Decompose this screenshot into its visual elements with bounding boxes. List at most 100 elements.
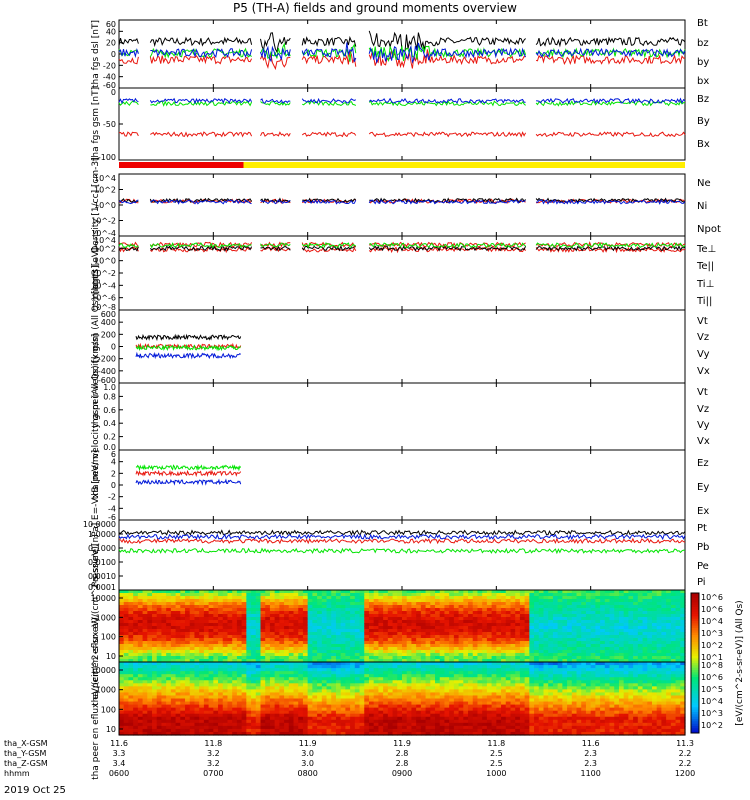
heatmap-cell [543,608,549,612]
heatmap-cell [298,728,304,733]
heatmap-cell [534,650,540,654]
heatmap-cell [472,704,479,709]
heatmap-cell [251,695,257,700]
heatmap-cell [213,632,219,636]
heatmap-cell [321,602,328,606]
heatmap-cell [666,650,672,654]
heatmap-cell [680,620,686,624]
heatmap-cell [411,683,417,687]
heatmap-cell [501,593,507,597]
heatmap-cell [416,710,422,715]
heatmap-cell [557,650,563,654]
heatmap-cell [585,605,592,609]
heatmap-cell [661,620,667,624]
heatmap-cell [218,698,224,703]
y-tick-label: 0 [111,343,116,352]
heatmap-cell [642,656,648,660]
heatmap-cell [637,644,644,648]
heatmap-cell [128,689,134,694]
heatmap-cell [383,719,389,724]
y-tick-label: 0.4 [103,419,116,428]
heatmap-cell [288,674,295,678]
heatmap-cell [505,632,512,636]
heatmap-cell [293,731,299,736]
heatmap-cell [119,647,125,651]
heatmap-cell [477,635,483,639]
heatmap-cell [510,659,516,663]
heatmap-cell [567,596,573,600]
heatmap-cell [548,617,554,621]
heatmap-cell [350,644,356,648]
heatmap-cell [128,668,134,672]
heatmap-cell [368,659,375,663]
heatmap-cell [142,611,148,615]
heatmap-cell [402,671,408,675]
heatmap-cell [218,638,224,642]
heatmap-cell [326,632,332,636]
heatmap-cell [142,686,148,690]
heatmap-cell [156,704,163,709]
heatmap-cell [515,620,521,624]
heatmap-cell [402,692,408,697]
heatmap-cell [128,653,134,657]
heatmap-cell [274,593,280,597]
heatmap-cell [123,689,130,694]
heatmap-cell [453,704,460,709]
heatmap-cell [246,608,252,612]
heatmap-cell [340,725,346,730]
heatmap-cell [298,716,304,721]
heatmap-cell [123,710,130,715]
heatmap-cell [468,590,474,594]
heatmap-cell [255,641,262,645]
heatmap-cell [251,728,257,733]
heatmap-cell [189,602,196,606]
heatmap-cell [402,629,408,633]
heatmap-cell [152,620,158,624]
heatmap-cell [335,689,342,694]
heatmap-cell [123,635,130,639]
heatmap-cell [435,632,441,636]
heatmap-cell [269,701,276,706]
heatmap-cell [402,704,408,709]
heatmap-cell [637,638,644,642]
heatmap-cell [552,647,559,651]
heatmap-cell [241,713,247,718]
heatmap-cell [406,731,413,736]
heatmap-cell [430,722,436,727]
heatmap-cell [486,635,493,639]
heatmap-cell [335,653,342,657]
heatmap-cell [260,629,266,633]
heatmap-cell [472,680,479,684]
y-tick-label: 400 [101,318,116,327]
heatmap-cell [260,644,266,648]
heatmap-cell [321,731,328,736]
heatmap-cell [463,662,469,666]
heatmap-cell [350,728,356,733]
heatmap-cell [260,596,266,600]
legend-Vt: Vt [697,387,708,398]
heatmap-cell [477,665,483,669]
heatmap-cell [449,617,455,621]
heatmap-cell [317,668,323,672]
heatmap-cell [402,632,408,636]
heatmap-cell [406,593,413,597]
heatmap-cell [595,623,601,627]
heatmap-cell [236,671,243,675]
heatmap-cell [203,722,210,727]
heatmap-cell [260,599,266,603]
heatmap-cell [354,710,361,715]
heatmap-cell [260,689,266,694]
heatmap-cell [600,593,606,597]
heatmap-cell [453,641,460,645]
heatmap-cell [420,620,427,624]
heatmap-cell [123,725,130,730]
heatmap-cell [284,644,290,648]
heatmap-cell [331,722,337,727]
heatmap-cell [444,713,450,718]
heatmap-cell [406,683,413,687]
heatmap-cell [265,641,271,645]
heatmap-cell [444,710,450,715]
heatmap-cell [590,620,596,624]
heatmap-cell [298,596,304,600]
heatmap-cell [236,647,243,651]
